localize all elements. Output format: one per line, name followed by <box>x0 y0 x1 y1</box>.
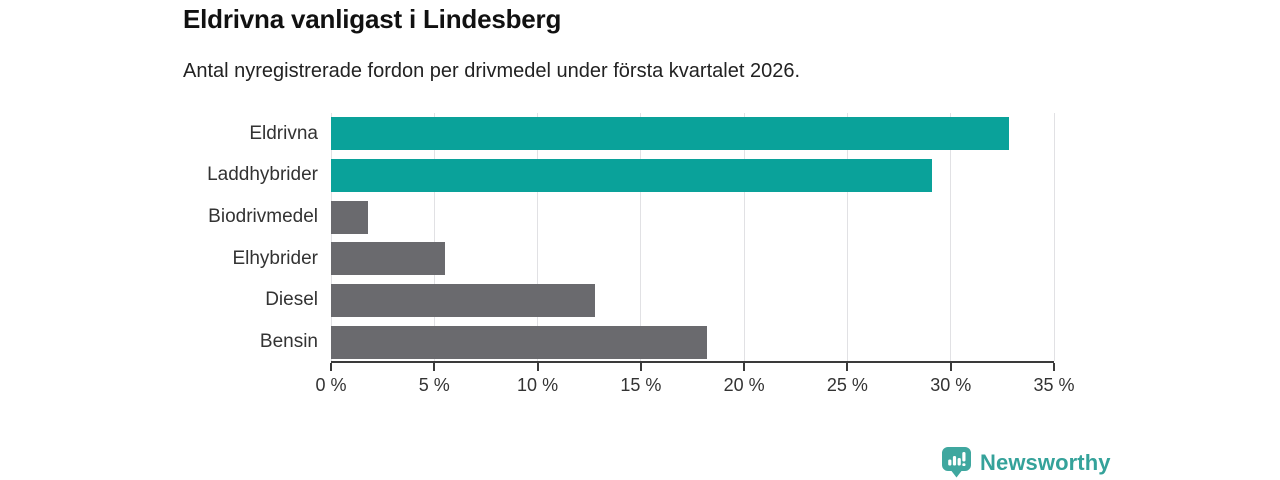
x-tick-label: 15 % <box>620 375 662 395</box>
bar-elhybrider <box>331 242 445 276</box>
plot-area: 0 % 5 % 10 % 15 % 20 % 25 % 30 % 35 % <box>315 113 1075 395</box>
x-tick-label: 10 % <box>517 375 559 395</box>
chart-title: Eldrivna vanligast i Lindesberg <box>183 4 562 34</box>
x-axis-tick <box>330 363 332 371</box>
x-gridline <box>537 113 539 361</box>
category-label: Eldrivna <box>249 122 318 144</box>
x-axis-tick <box>433 363 436 371</box>
x-tick-label: 35 % <box>1033 375 1075 395</box>
x-gridline <box>950 113 952 361</box>
x-gridline <box>640 113 642 361</box>
chart-row: Diesel <box>0 280 1054 322</box>
x-axis-tick <box>639 363 642 371</box>
chart-row: Elhybrider <box>0 238 1054 280</box>
x-tick-label: 30 % <box>930 375 972 395</box>
x-tick-label: 25 % <box>826 375 868 395</box>
bar-bensin <box>331 325 707 359</box>
x-axis-tick <box>846 363 849 371</box>
x-gridline <box>743 113 745 361</box>
bar-laddhybrider <box>331 158 933 192</box>
bar-eldrivna <box>331 117 1009 151</box>
x-gridline <box>433 113 435 361</box>
chart-subtitle: Antal nyregistrerade fordon per drivmede… <box>183 60 801 82</box>
category-label: Bensin <box>259 331 318 353</box>
bar-chart: 0 % 5 % 10 % 15 % 20 % 25 % 30 % 35 % Eldrivna L… <box>0 113 1075 395</box>
chart-row: Biodrivmedel <box>0 196 1054 238</box>
newsworthy-logo[interactable]: Newsworthy <box>942 447 1111 478</box>
newsworthy-wordmark: Newsworthy <box>980 449 1111 475</box>
bar-rows: Eldrivna Laddhybrider Biodrivmedel Elhybrid… <box>0 113 1054 363</box>
bar-biodrivmedel <box>331 200 369 234</box>
x-axis-tick <box>536 363 539 371</box>
x-tick-label: 0 % <box>315 375 347 395</box>
x-axis-tick <box>949 363 952 371</box>
x-gridline <box>330 113 332 361</box>
category-label: Laddhybrider <box>207 164 318 186</box>
chart-row: Laddhybrider <box>0 155 1054 197</box>
category-label: Elhybrider <box>232 247 318 269</box>
newsworthy-badge-icon <box>942 447 971 478</box>
x-gridline <box>846 113 848 361</box>
x-axis-tick <box>1053 363 1055 371</box>
x-tick-label: 20 % <box>723 375 765 395</box>
bar-diesel <box>331 283 596 317</box>
x-axis-tick <box>743 363 746 371</box>
category-label: Diesel <box>265 289 318 311</box>
x-gridline <box>1053 113 1055 361</box>
chart-row: Eldrivna <box>0 113 1054 155</box>
chart-row: Bensin <box>0 321 1054 363</box>
x-tick-label: 5 % <box>418 375 450 395</box>
category-label: Biodrivmedel <box>208 206 318 228</box>
